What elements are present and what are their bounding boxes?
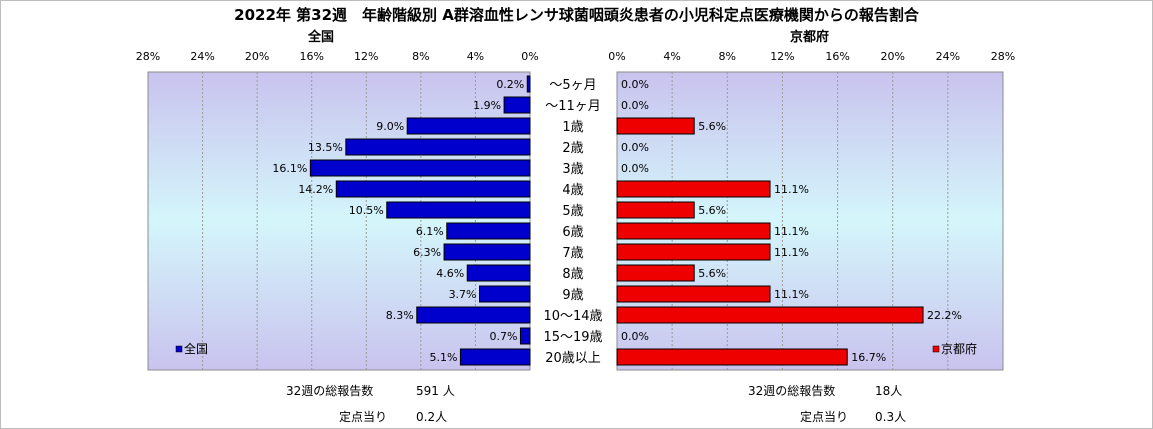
category-label: ～11ヶ月 — [545, 99, 601, 114]
right-tick-label: 20% — [880, 50, 904, 63]
right-data-label: 22.2% — [927, 309, 962, 322]
left-bar — [446, 222, 531, 240]
category-label: 15～19歳 — [543, 330, 602, 345]
left-total-label: 32週の総報告数 — [286, 384, 374, 398]
left-bar — [345, 138, 531, 156]
right-bar — [616, 243, 771, 261]
left-tick-label: 24% — [190, 50, 214, 63]
left-total-value: 591 人 — [416, 384, 455, 398]
right-total-value: 18人 — [875, 384, 903, 398]
left-bar — [309, 159, 531, 177]
right-data-label: 11.1% — [774, 225, 809, 238]
left-data-label: 14.2% — [298, 183, 333, 196]
left-data-label: 6.1% — [416, 225, 444, 238]
right-bar — [616, 264, 695, 282]
right-tick-label: 28% — [991, 50, 1015, 63]
category-label: 7歳 — [562, 246, 583, 261]
right-data-label: 0.0% — [621, 141, 649, 154]
right-data-label: 0.0% — [621, 78, 649, 91]
left-bar — [386, 201, 531, 219]
right-bar — [616, 201, 695, 219]
right-data-label: 5.6% — [698, 267, 726, 280]
left-data-label: 4.6% — [436, 267, 464, 280]
left-per-label: 定点当り — [339, 410, 388, 424]
right-data-label: 0.0% — [621, 162, 649, 175]
right-legend-label: 京都府 — [941, 341, 977, 356]
left-bar — [519, 327, 531, 345]
left-data-label: 9.0% — [376, 120, 404, 133]
left-bar — [335, 180, 531, 198]
left-per-value: 0.2人 — [416, 410, 448, 424]
left-data-label: 10.5% — [349, 204, 384, 217]
left-bar — [479, 285, 531, 303]
right-legend-swatch — [932, 345, 940, 353]
left-panel-title: 全国 — [308, 30, 335, 45]
category-label: 6歳 — [562, 225, 583, 240]
category-label: 10～14歳 — [543, 309, 602, 324]
right-plot-area — [616, 71, 1004, 371]
category-label: 4歳 — [562, 183, 583, 198]
right-bar — [616, 306, 924, 324]
left-tick-label: 4% — [467, 50, 484, 63]
left-plot-area — [147, 71, 531, 371]
category-label: 8歳 — [562, 267, 583, 282]
left-bar — [416, 306, 531, 324]
right-tick-label: 8% — [719, 50, 736, 63]
right-per-value: 0.3人 — [875, 410, 907, 424]
right-data-label: 16.7% — [851, 351, 886, 364]
category-label: 5歳 — [562, 204, 583, 219]
right-panel-title: 京都府 — [790, 30, 830, 45]
right-data-label: 5.6% — [698, 120, 726, 133]
left-tick-label: 20% — [245, 50, 269, 63]
left-data-label: 16.1% — [272, 162, 307, 175]
left-data-label: 5.1% — [429, 351, 457, 364]
chart-title: 2022年 第32週 年齢階級別 A群溶血性レンサ球菌咽頭炎患者の小児科定点医療… — [234, 6, 919, 24]
left-bar — [526, 75, 531, 93]
left-data-label: 13.5% — [308, 141, 343, 154]
left-bar — [503, 96, 531, 114]
right-tick-label: 12% — [770, 50, 794, 63]
left-tick-label: 12% — [354, 50, 378, 63]
left-data-label: 0.7% — [489, 330, 517, 343]
category-label: 1歳 — [562, 120, 583, 135]
left-bar — [443, 243, 531, 261]
right-data-label: 11.1% — [774, 183, 809, 196]
left-data-label: 3.7% — [449, 288, 477, 301]
right-data-label: 0.0% — [621, 330, 649, 343]
left-tick-label: 0% — [521, 50, 538, 63]
category-label: 20歳以上 — [545, 351, 601, 366]
right-per-label: 定点当り — [800, 410, 849, 424]
category-label: 2歳 — [562, 141, 583, 156]
left-data-label: 6.3% — [413, 246, 441, 259]
left-tick-label: 28% — [136, 50, 160, 63]
right-total-label: 32週の総報告数 — [748, 384, 836, 398]
category-label: 3歳 — [562, 162, 583, 177]
right-tick-label: 0% — [608, 50, 625, 63]
left-legend-label: 全国 — [184, 341, 208, 356]
right-data-label: 11.1% — [774, 288, 809, 301]
category-label: 9歳 — [562, 288, 583, 303]
right-data-label: 0.0% — [621, 99, 649, 112]
left-bar — [406, 117, 531, 135]
right-tick-label: 16% — [825, 50, 849, 63]
left-tick-label: 16% — [299, 50, 323, 63]
left-bar — [459, 348, 531, 366]
left-legend-swatch — [175, 345, 183, 353]
right-bar — [616, 117, 695, 135]
left-tick-label: 8% — [412, 50, 429, 63]
right-data-label: 5.6% — [698, 204, 726, 217]
right-bar — [616, 285, 771, 303]
right-tick-label: 4% — [663, 50, 680, 63]
right-bar — [616, 348, 848, 366]
right-data-label: 11.1% — [774, 246, 809, 259]
left-data-label: 1.9% — [473, 99, 501, 112]
right-tick-label: 24% — [936, 50, 960, 63]
left-data-label: 8.3% — [386, 309, 414, 322]
category-label: ～5ヶ月 — [549, 78, 596, 93]
left-bar — [466, 264, 531, 282]
right-bar — [616, 222, 771, 240]
right-bar — [616, 180, 771, 198]
left-data-label: 0.2% — [496, 78, 524, 91]
